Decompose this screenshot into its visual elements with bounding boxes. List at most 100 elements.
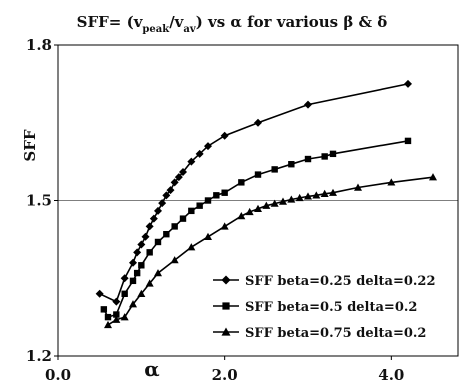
data-point [149,214,158,223]
data-point [262,201,271,209]
data-point [188,207,195,215]
series-square [100,137,412,321]
data-point [329,188,337,196]
data-point [304,100,312,109]
data-point [204,197,212,204]
data-point [321,153,328,160]
data-point [179,215,187,222]
data-point [158,199,167,208]
data-point [304,192,312,200]
data-point [254,171,262,178]
data-point [312,191,321,199]
data-point [104,313,112,321]
data-point [254,204,262,212]
data-point [95,289,104,298]
y-axis-label: SFF [21,129,39,161]
data-point [113,311,120,318]
data-point [141,232,150,241]
data-point [104,320,112,329]
data-point [195,149,204,158]
data-point [129,277,137,285]
legend-marker [221,327,231,336]
data-point [288,161,295,168]
data-point [237,212,246,220]
data-point [329,150,337,158]
data-point [112,315,121,323]
data-point [133,269,141,277]
x-tick-label: 4.0 [378,366,404,384]
data-point [404,137,412,145]
data-point [220,131,229,140]
data-point [204,142,212,151]
data-point [270,199,279,207]
data-point [213,192,220,199]
data-point [100,306,108,313]
axis-ticks: 1.2 1.5 1.8 0.0 2.0 4.0 [26,36,404,384]
y-tick-label: 1.2 [26,347,52,365]
data-point [220,222,229,230]
data-point [145,279,154,287]
data-point [120,274,129,283]
data-point [129,300,137,308]
series-layer [95,79,437,329]
data-point [162,191,171,200]
data-point [166,186,175,195]
y-tick-label: 1.5 [26,192,52,210]
legend-marker [222,302,230,310]
data-point [287,195,296,203]
data-point [279,197,287,205]
series-diamond [95,79,412,306]
data-point [187,157,196,166]
data-point [171,223,178,230]
data-point [295,193,304,202]
data-point [112,297,121,306]
data-point [354,183,362,191]
data-point [137,289,146,297]
legend-label: SFF beta=0.5 delta=0.2 [245,300,417,315]
data-point [138,262,145,269]
data-point [204,232,212,240]
data-point [196,202,203,209]
data-point [120,313,129,321]
data-point [170,256,179,264]
data-point [245,207,254,216]
legend-item: SFF beta=0.5 delta=0.2 [213,300,417,315]
series-line [99,83,409,303]
y-tick-label: 1.8 [26,36,52,54]
data-point [271,166,278,173]
x-tick-label: 2.0 [212,366,238,384]
data-point [170,178,179,187]
legend-label: SFF beta=0.75 delta=0.2 [245,326,426,341]
x-tick-label: 0.0 [45,366,71,384]
data-point [174,173,183,182]
data-point [304,155,312,163]
data-point [254,118,262,127]
legend-label: SFF beta=0.25 delta=0.22 [245,274,436,289]
legend-item: SFF beta=0.25 delta=0.22 [213,274,436,289]
x-axis-label: α [144,357,159,381]
data-point [404,79,412,88]
data-point [145,222,154,231]
data-point [154,269,162,277]
data-point [429,173,437,181]
data-point [137,240,146,249]
chart-title: SFF= (vpeak/vav) vs α for various β & δ [77,13,388,35]
data-point [187,243,196,251]
legend: SFF beta=0.25 delta=0.22 SFF beta=0.5 del… [213,274,436,341]
data-point [387,178,396,186]
data-point [179,167,187,176]
data-point [221,189,228,196]
data-point [154,206,162,215]
data-point [163,230,170,238]
data-point [154,238,162,246]
data-point [146,249,153,256]
data-point [129,258,137,267]
series-triangle [104,173,437,329]
legend-marker [221,275,231,285]
data-point [121,290,128,297]
legend-item: SFF beta=0.75 delta=0.2 [213,326,426,341]
data-point [238,179,245,186]
data-point [133,248,142,257]
data-point [320,189,329,197]
